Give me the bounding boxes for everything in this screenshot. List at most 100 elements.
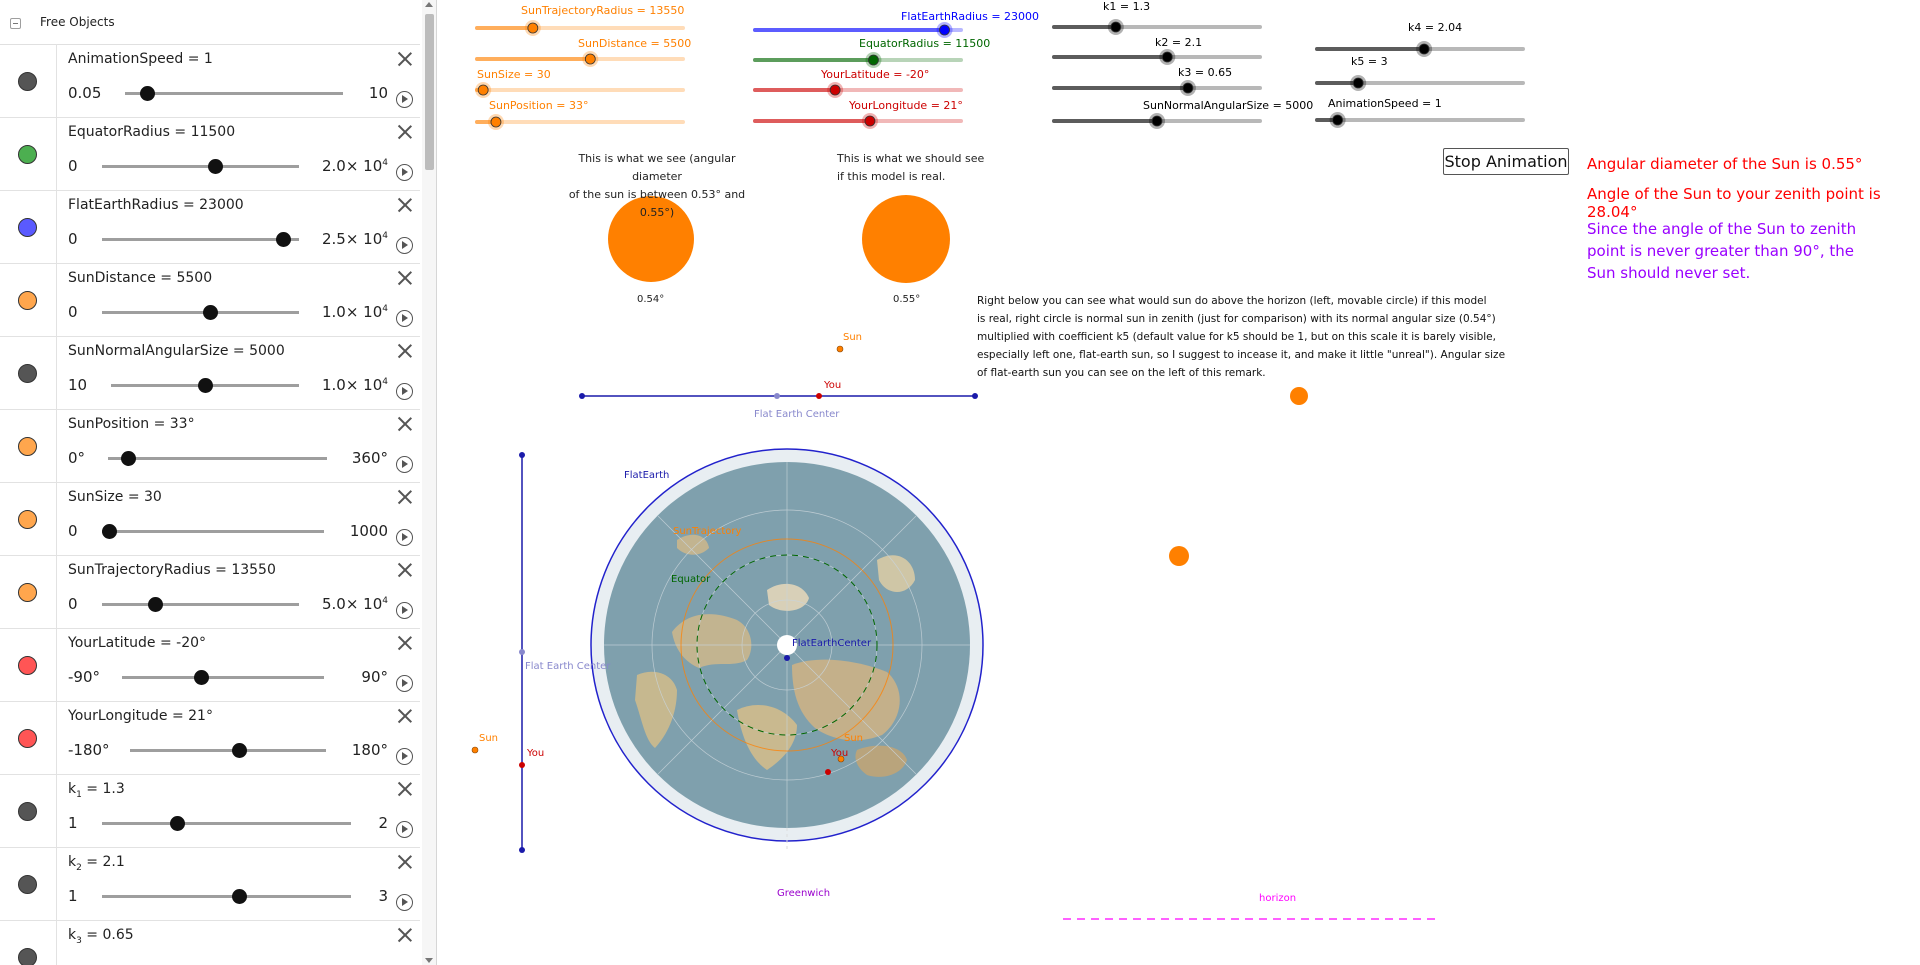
algebra-slider-thumb[interactable]: [101, 524, 117, 539]
algebra-slider-thumb[interactable]: [193, 670, 209, 685]
algebra-item-label[interactable]: YourLongitude = 21°: [68, 708, 213, 724]
algebra-item[interactable]: k1 = 1.3 1 2: [0, 774, 420, 848]
close-icon[interactable]: [396, 123, 414, 141]
algebra-item-label[interactable]: FlatEarthRadius = 23000: [68, 197, 244, 213]
vertical-you-point[interactable]: [519, 762, 525, 768]
slider-thumb[interactable]: [584, 53, 596, 65]
close-icon[interactable]: [396, 634, 414, 652]
algebra-slider-track[interactable]: [125, 92, 343, 95]
visibility-marble[interactable]: [18, 875, 37, 894]
algebra-item[interactable]: SunPosition = 33° 0° 360°: [0, 409, 420, 483]
algebra-slider-thumb[interactable]: [203, 305, 219, 320]
stop-animation-button[interactable]: Stop Animation: [1443, 148, 1569, 175]
algebra-item[interactable]: SunNormalAngularSize = 5000 10 1.0× 104: [0, 336, 420, 410]
side-line-right-point[interactable]: [972, 393, 978, 399]
play-icon[interactable]: [396, 602, 413, 619]
vertical-sun-point[interactable]: [471, 746, 479, 754]
slider-thumb[interactable]: [1161, 51, 1173, 63]
slider-thumb[interactable]: [1182, 82, 1194, 94]
play-icon[interactable]: [396, 748, 413, 765]
visibility-marble[interactable]: [18, 72, 37, 91]
algebra-slider-track[interactable]: [102, 165, 299, 168]
algebra-slider-track[interactable]: [102, 238, 299, 241]
algebra-item[interactable]: k2 = 2.1 1 3: [0, 847, 420, 921]
vertical-center-point[interactable]: [519, 649, 525, 655]
close-icon[interactable]: [396, 488, 414, 506]
slider-thumb[interactable]: [1110, 21, 1122, 33]
map-sun-point[interactable]: [837, 755, 845, 763]
close-icon[interactable]: [396, 415, 414, 433]
algebra-slider-track[interactable]: [130, 749, 326, 752]
slider-thumb[interactable]: [1418, 43, 1430, 55]
visibility-marble[interactable]: [18, 948, 37, 965]
slider-thumb[interactable]: [1332, 114, 1343, 126]
algebra-item[interactable]: SunDistance = 5500 0 1.0× 104: [0, 263, 420, 337]
side-you-point[interactable]: [816, 393, 822, 399]
close-icon[interactable]: [396, 342, 414, 360]
collapse-icon[interactable]: [10, 18, 21, 29]
close-icon[interactable]: [396, 707, 414, 725]
visibility-marble[interactable]: [18, 291, 37, 310]
close-icon[interactable]: [396, 269, 414, 287]
algebra-item-label[interactable]: k1 = 1.3: [68, 781, 125, 800]
play-icon[interactable]: [396, 91, 413, 108]
algebra-item[interactable]: FlatEarthRadius = 23000 0 2.5× 104: [0, 190, 420, 264]
slider-thumb[interactable]: [939, 24, 950, 36]
flat-earth-sun-circle[interactable]: [1290, 387, 1308, 405]
play-icon[interactable]: [396, 383, 413, 400]
visibility-marble[interactable]: [18, 510, 37, 529]
algebra-item-label[interactable]: AnimationSpeed = 1: [68, 51, 213, 67]
algebra-item[interactable]: YourLongitude = 21° -180° 180°: [0, 701, 420, 775]
algebra-item[interactable]: EquatorRadius = 11500 0 2.0× 104: [0, 117, 420, 191]
visibility-marble[interactable]: [18, 218, 37, 237]
play-icon[interactable]: [396, 456, 413, 473]
visibility-marble[interactable]: [18, 145, 37, 164]
visibility-marble[interactable]: [18, 583, 37, 602]
algebra-slider-track[interactable]: [102, 603, 299, 606]
slider-thumb[interactable]: [864, 115, 876, 127]
algebra-item-label[interactable]: SunDistance = 5500: [68, 270, 213, 286]
close-icon[interactable]: [396, 853, 414, 871]
visibility-marble[interactable]: [18, 729, 37, 748]
algebra-slider-thumb[interactable]: [169, 816, 185, 831]
algebra-item-label[interactable]: k2 = 2.1: [68, 854, 125, 873]
slider-thumb[interactable]: [477, 84, 489, 96]
algebra-slider-thumb[interactable]: [198, 378, 213, 393]
algebra-item-label[interactable]: k3 = 0.65: [68, 927, 134, 946]
slider-thumb[interactable]: [1151, 115, 1163, 127]
algebra-slider-thumb[interactable]: [121, 451, 137, 466]
algebra-item[interactable]: k3 = 0.65: [0, 920, 420, 965]
visibility-marble[interactable]: [18, 802, 37, 821]
slider-thumb[interactable]: [829, 84, 841, 96]
play-icon[interactable]: [396, 164, 413, 181]
algebra-item-label[interactable]: EquatorRadius = 11500: [68, 124, 236, 140]
close-icon[interactable]: [396, 926, 414, 944]
algebra-slider-track[interactable]: [122, 676, 324, 679]
visibility-marble[interactable]: [18, 437, 37, 456]
algebra-slider-thumb[interactable]: [276, 232, 292, 247]
algebra-item-label[interactable]: SunNormalAngularSize = 5000: [68, 343, 285, 359]
slider-thumb[interactable]: [1352, 77, 1364, 89]
flat-earth-center-point[interactable]: [784, 655, 790, 661]
side-sun-point[interactable]: [836, 345, 844, 353]
algebra-slider-track[interactable]: [102, 895, 351, 898]
play-icon[interactable]: [396, 310, 413, 327]
algebra-item-label[interactable]: SunTrajectoryRadius = 13550: [68, 562, 276, 578]
visibility-marble[interactable]: [18, 364, 37, 383]
close-icon[interactable]: [396, 780, 414, 798]
play-icon[interactable]: [396, 237, 413, 254]
vertical-axis-top-point[interactable]: [519, 452, 525, 458]
slider-thumb[interactable]: [490, 116, 502, 128]
slider-thumb[interactable]: [527, 22, 539, 34]
map-you-point[interactable]: [825, 769, 831, 775]
algebra-slider-thumb[interactable]: [232, 743, 248, 758]
play-icon[interactable]: [396, 821, 413, 838]
algebra-item-label[interactable]: YourLatitude = -20°: [68, 635, 207, 651]
algebra-slider-track[interactable]: [102, 311, 299, 314]
side-line-left-point[interactable]: [579, 393, 585, 399]
algebra-item[interactable]: AnimationSpeed = 1 0.05 10: [0, 44, 420, 118]
algebra-slider-thumb[interactable]: [148, 597, 164, 612]
algebra-slider-thumb[interactable]: [231, 889, 247, 904]
close-icon[interactable]: [396, 196, 414, 214]
play-icon[interactable]: [396, 675, 413, 692]
